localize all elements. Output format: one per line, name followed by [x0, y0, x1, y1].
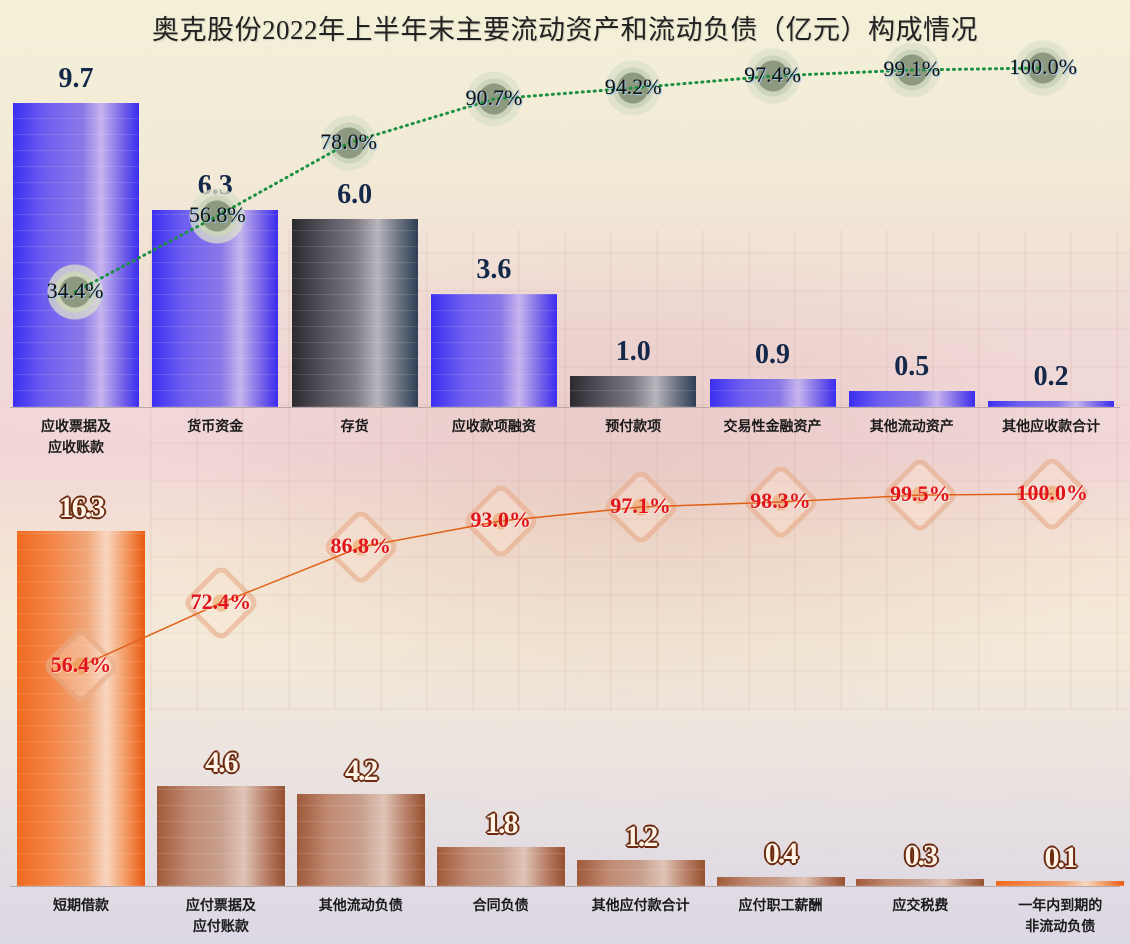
- value-label: 4.6: [205, 745, 239, 779]
- category-label-line: 应收款项融资: [451, 419, 536, 435]
- category-label: 应付票据及 应付账款: [146, 896, 296, 938]
- cumulative-pct-label: 99.5%: [890, 481, 951, 506]
- category-label: 货币资金: [140, 417, 290, 438]
- bar: [430, 294, 557, 407]
- value-label: 0.2: [1033, 360, 1069, 392]
- category-label: 应收款项融资: [419, 417, 569, 438]
- cumulative-pct-label: 56.8%: [188, 202, 246, 227]
- x-axis-baseline: [10, 886, 1120, 887]
- chart-title: 奥克股份2022年上半年末主要流动资产和流动负债（亿元）构成情况: [152, 15, 978, 45]
- category-label: 短期借款: [6, 896, 156, 917]
- bar: [156, 785, 285, 887]
- category-label: 一年内到期的 非流动负债: [985, 896, 1130, 938]
- cumulative-pct-label: 97.1%: [610, 493, 671, 518]
- category-label: 其他流动负债: [286, 896, 436, 917]
- category-label-line: 应交税费: [892, 898, 949, 914]
- category-label: 预付款项: [558, 417, 708, 438]
- category-label: 应交税费: [845, 896, 995, 917]
- bar: [570, 375, 697, 408]
- category-label-line: 存货: [340, 419, 369, 435]
- cumulative-pct-label: 93.0%: [470, 507, 531, 532]
- value-label: 1.0: [615, 335, 651, 367]
- bar: [436, 846, 565, 887]
- category-label-line: 其他流动负债: [318, 898, 403, 914]
- category-label-line: 其他应付款合计: [591, 898, 690, 914]
- value-label: 16.3: [58, 490, 106, 524]
- cumulative-pct-label: 86.8%: [330, 533, 392, 558]
- bar: [988, 400, 1115, 408]
- category-label: 合同负债: [426, 896, 576, 917]
- category-label-line: 合同负债: [472, 898, 529, 914]
- x-axis-baseline: [10, 407, 1120, 408]
- value-label: 0.3: [904, 839, 939, 873]
- category-label-line: 应收票据及: [41, 419, 111, 435]
- value-label: 4.2: [345, 754, 379, 788]
- cumulative-pct-label: 78.0%: [320, 129, 377, 154]
- category-label-line: 交易性金融资产: [723, 419, 822, 435]
- cumulative-pct-label: 98.3%: [750, 488, 811, 513]
- value-label: 0.4: [764, 837, 799, 871]
- bar: [576, 859, 705, 887]
- category-label-line: 预付款项: [605, 419, 662, 435]
- bar: [296, 794, 425, 886]
- category-label-line: 非流动负债: [1025, 919, 1096, 935]
- cumulative-pct-label: 90.7%: [465, 85, 523, 110]
- category-label-line: 一年内到期的: [1018, 898, 1103, 914]
- cumulative-pct-label: 99.1%: [883, 56, 941, 81]
- bar: [996, 881, 1125, 886]
- bar: [716, 877, 845, 886]
- cumulative-pct-label: 100.0%: [1016, 480, 1089, 505]
- category-label: 其他应收款合计: [976, 417, 1126, 438]
- category-label: 应收票据及 应收账款: [1, 417, 151, 459]
- value-label: 0.1: [1044, 841, 1079, 874]
- category-label-line: 应付票据及: [185, 898, 256, 914]
- category-label-line: 其他应收款合计: [1002, 419, 1101, 435]
- category-label-line: 货币资金: [187, 419, 244, 435]
- cumulative-pct-label: 56.4%: [50, 652, 112, 677]
- category-label: 存货: [280, 417, 430, 438]
- value-label: 0.9: [755, 338, 790, 370]
- assets-chart: 9.7 应收票据及 应收账款 6.3 货币资金 6.0 存货 3.6 应收款项融资 1.0 预付款项…: [0, 0, 1130, 470]
- cumulative-pct-label: 72.4%: [190, 589, 252, 614]
- category-label-line: 应收账款: [48, 440, 104, 456]
- bar: [709, 378, 836, 408]
- category-label-line: 应付账款: [192, 919, 249, 935]
- category-label: 其他流动资产: [837, 417, 987, 438]
- category-label: 交易性金融资产: [698, 417, 848, 438]
- value-label: 1.8: [484, 806, 519, 840]
- category-label-line: 短期借款: [53, 898, 109, 914]
- category-label: 应付职工薪酬: [706, 896, 856, 917]
- category-label: 其他应付款合计: [566, 896, 716, 917]
- value-label: 1.2: [624, 819, 659, 853]
- cumulative-pct-label: 94.2%: [604, 74, 662, 99]
- bar: [17, 530, 145, 887]
- value-label: 0.5: [894, 351, 930, 383]
- cumulative-pct-label: 34.4%: [46, 278, 104, 303]
- cumulative-pct-label: 97.4%: [744, 62, 801, 87]
- category-label-line: 其他流动资产: [869, 419, 954, 435]
- category-label-line: 应付职工薪酬: [738, 898, 823, 914]
- cumulative-pct-label: 100.0%: [1009, 54, 1077, 79]
- bar: [856, 879, 985, 886]
- bar: [848, 391, 975, 407]
